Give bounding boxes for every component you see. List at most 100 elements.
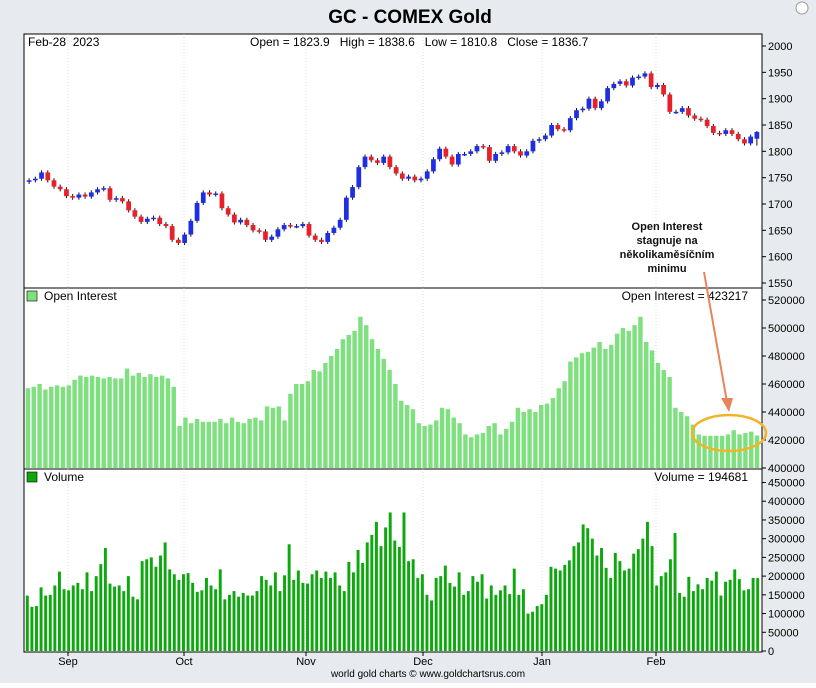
volume-bar — [535, 606, 539, 651]
volume-bar — [260, 576, 264, 651]
volume-bar — [310, 574, 314, 651]
volume-bar — [544, 594, 548, 651]
oi-bar — [183, 417, 188, 468]
oi-bar — [585, 351, 591, 468]
volume-bar — [329, 577, 332, 651]
oi-legend-label: Open Interest — [44, 289, 117, 303]
candle-body — [200, 192, 206, 203]
volume-bar — [664, 572, 668, 651]
volume-bar — [466, 591, 470, 651]
candle-body — [443, 148, 449, 157]
oi-tick-label: 460000 — [768, 379, 805, 391]
volume-bar — [94, 576, 98, 651]
oi-bar — [247, 419, 252, 468]
oi-bar — [527, 409, 532, 468]
candle-body — [368, 156, 374, 161]
oi-bar — [509, 421, 515, 468]
volume-bar — [453, 586, 456, 651]
volume-bar — [595, 555, 599, 651]
candle-body — [499, 152, 505, 154]
candle-body — [45, 172, 51, 181]
volume-bar — [223, 599, 227, 651]
volume-bar — [701, 589, 705, 651]
candle-body — [549, 125, 554, 136]
candle-body — [169, 226, 175, 240]
candle-body — [151, 217, 156, 220]
volume-bar — [209, 585, 213, 651]
candle-body — [505, 146, 511, 153]
volume-bar — [420, 574, 424, 651]
oi-bar — [754, 435, 760, 468]
candle-body — [710, 126, 716, 133]
oi-bar — [224, 423, 229, 468]
oi-bar — [574, 357, 579, 468]
volume-bar — [397, 546, 401, 651]
oi-bar — [218, 419, 223, 468]
close-icon[interactable] — [795, 1, 809, 15]
volume-bar — [719, 595, 723, 651]
candle-body — [717, 132, 722, 135]
candle-body — [686, 108, 691, 116]
candle-body — [250, 225, 256, 231]
oi-bar — [107, 377, 112, 468]
oi-bar — [130, 375, 136, 468]
oi-bar — [731, 430, 736, 468]
oi-tick-label: 420000 — [768, 435, 805, 447]
price-tick-label: 2000 — [768, 41, 792, 53]
oi-bar — [352, 330, 357, 468]
oi-bar — [212, 421, 217, 468]
volume-bar — [558, 570, 562, 651]
candle-body — [586, 98, 592, 109]
candle-body — [120, 198, 125, 202]
volume-bar — [296, 570, 300, 651]
month-tick-label: Nov — [296, 656, 316, 668]
volume-value-label: Volume = 194681 — [654, 470, 748, 484]
oi-bar — [550, 398, 556, 468]
oi-bar — [270, 407, 276, 468]
volume-bar — [659, 576, 663, 651]
oi-bar — [404, 405, 410, 468]
oi-bar — [159, 375, 165, 468]
oi-bar — [346, 335, 351, 468]
volume-bar — [393, 540, 397, 651]
volume-bar — [306, 583, 309, 651]
candle-body — [275, 229, 281, 237]
candle-body — [623, 81, 629, 86]
candle-body — [468, 151, 474, 154]
candle-body — [673, 111, 679, 114]
oi-bar — [60, 386, 66, 468]
volume-bar — [140, 561, 144, 651]
oi-bar — [84, 377, 89, 468]
volume-bar — [57, 571, 61, 651]
volume-bar — [650, 546, 654, 651]
oi-bar — [294, 384, 299, 468]
price-tick-label: 1850 — [768, 120, 792, 132]
oi-bar — [381, 358, 386, 468]
candle-body — [704, 119, 710, 127]
volume-bar — [35, 606, 38, 651]
volume-bar — [678, 592, 682, 651]
oi-bar — [626, 330, 631, 468]
price-tick-label: 1950 — [768, 67, 792, 79]
oi-bar — [399, 400, 404, 468]
volume-bar — [186, 573, 190, 651]
volume-bar — [44, 595, 48, 651]
volume-bar — [154, 566, 158, 651]
oi-bar — [504, 428, 509, 468]
volume-tick-label: 0 — [768, 646, 774, 658]
oi-bar — [72, 379, 77, 468]
volume-bar — [462, 594, 466, 651]
candle-body — [281, 225, 287, 230]
volume-bar — [126, 576, 130, 651]
volume-bar — [113, 586, 117, 651]
open-interest-series — [25, 316, 760, 468]
volume-bar — [273, 572, 277, 651]
candle-body — [337, 219, 343, 228]
volume-bar — [572, 546, 576, 651]
oi-bar — [299, 384, 305, 468]
oi-bar — [439, 407, 445, 468]
title-bar — [0, 2, 816, 30]
annotation-arrow-head — [721, 398, 733, 412]
oi-bar — [253, 417, 258, 468]
oi-bar — [37, 384, 42, 468]
